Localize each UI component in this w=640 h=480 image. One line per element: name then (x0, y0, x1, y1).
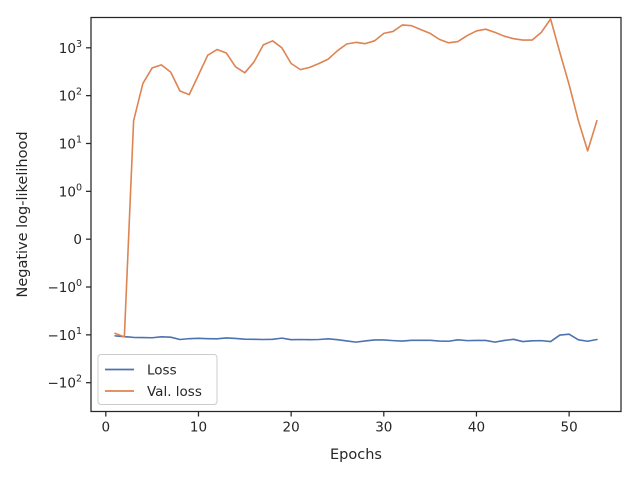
y-tick-label: 0 (73, 232, 82, 248)
x-tick-label: 20 (283, 420, 300, 436)
plot-frame (90, 16, 622, 413)
y-tick-label: 102 (59, 87, 82, 105)
series-line-val-loss (114, 18, 598, 338)
y-tick-label: −100 (47, 278, 82, 296)
y-tick-label: 101 (59, 134, 82, 152)
series-line-loss (114, 333, 598, 343)
x-tick-label: 10 (190, 420, 207, 436)
legend: Loss Val. loss (97, 354, 218, 405)
x-tick-label: 0 (102, 420, 111, 436)
series-lines (114, 18, 598, 343)
legend-label-val-loss: Val. loss (147, 384, 202, 400)
x-tick-label: 30 (375, 420, 392, 436)
y-tick-label: −101 (47, 326, 82, 344)
y-tick-label: 100 (59, 182, 82, 200)
axis-ticks: 0 10 20 30 40 50 103 102 101 100 0 −100 −101 −102 (47, 39, 577, 436)
x-tick-label: 40 (468, 420, 485, 436)
legend-label-loss: Loss (147, 363, 177, 379)
legend-box (97, 354, 218, 405)
y-axis-label: Negative log-likelihood (15, 131, 31, 297)
y-tick-label: 103 (59, 39, 82, 57)
x-tick-label: 50 (561, 420, 578, 436)
y-tick-label: −102 (47, 374, 82, 392)
x-axis-label: Epochs (330, 447, 382, 463)
